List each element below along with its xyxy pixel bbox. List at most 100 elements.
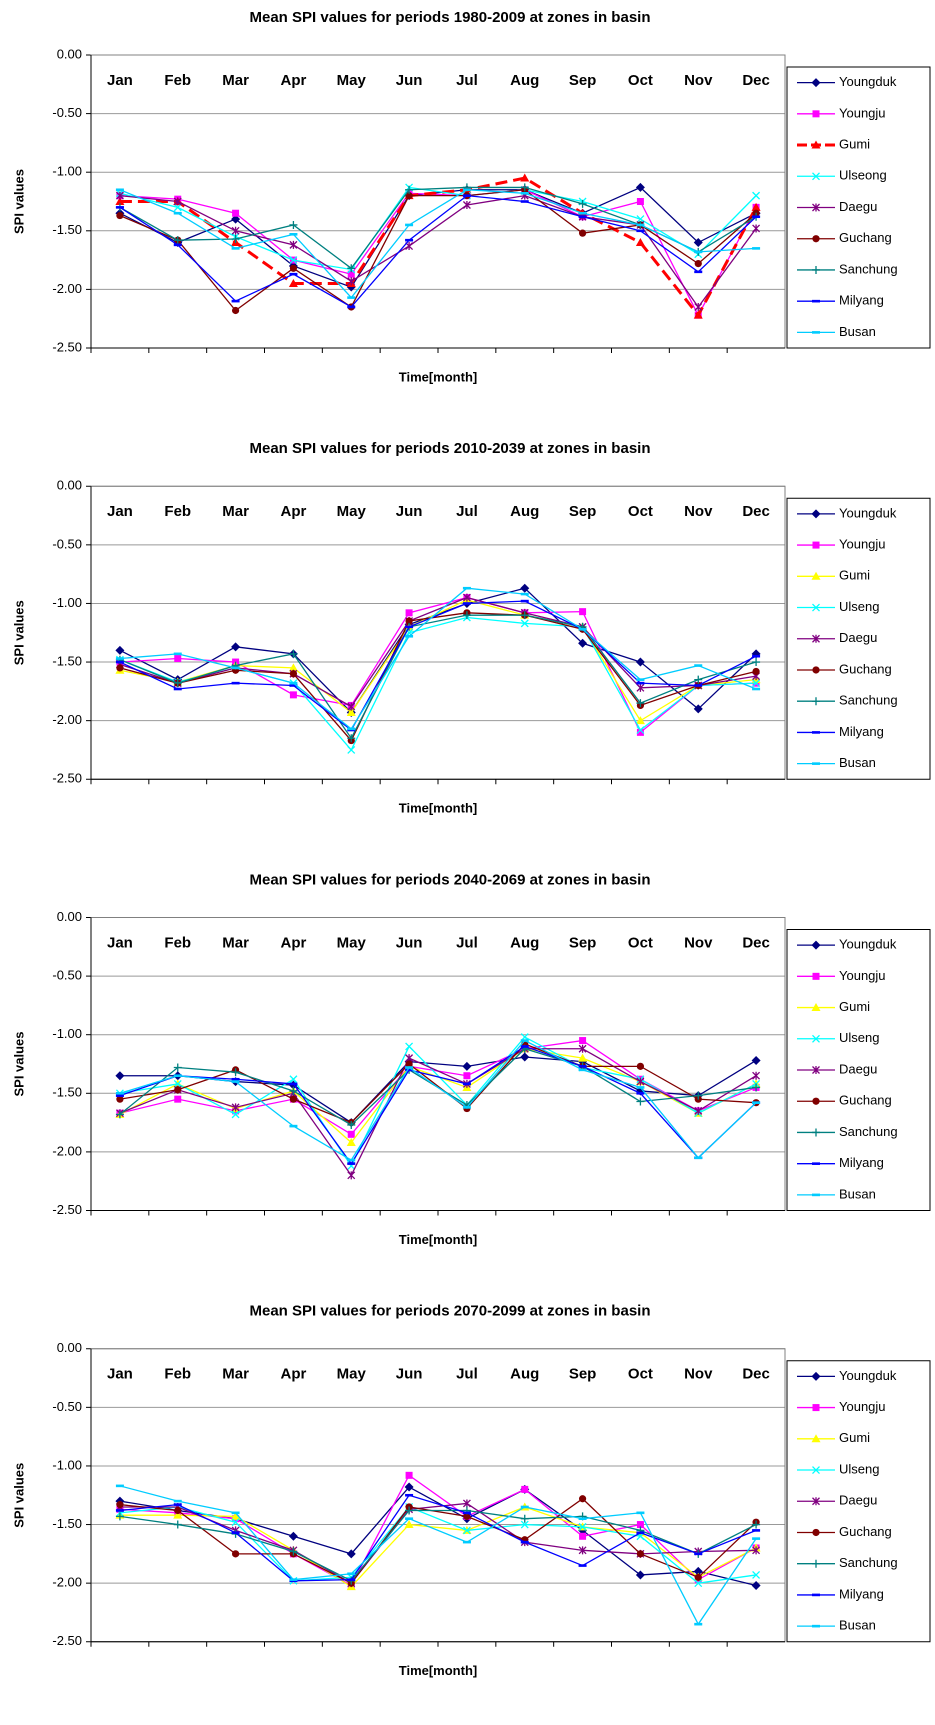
marker (694, 1579, 703, 1588)
marker (812, 666, 820, 674)
legend-label: Gumi (839, 999, 870, 1014)
marker (289, 1124, 298, 1128)
marker (578, 1546, 587, 1555)
marker (752, 1071, 761, 1080)
marker (694, 675, 703, 684)
series-line (119, 194, 757, 308)
y-axis-label: SPI values (11, 600, 26, 665)
y-tick-label: -1.50 (52, 653, 82, 668)
x-tick-label: Nov (684, 934, 713, 951)
marker (347, 734, 356, 743)
marker (346, 707, 356, 716)
legend-label: Busan (839, 324, 876, 339)
marker (520, 1520, 529, 1529)
y-tick-label: -0.50 (52, 536, 82, 551)
y-tick-label: -1.00 (52, 164, 82, 179)
x-tick-label: May (337, 934, 367, 951)
marker (405, 1066, 414, 1069)
marker (520, 183, 529, 192)
marker (636, 229, 645, 233)
marker (405, 617, 413, 625)
legend-label: Guchang (839, 230, 892, 245)
y-tick-label: 0.00 (57, 46, 82, 61)
y-tick-label: -2.50 (52, 771, 82, 786)
y-tick-label: -1.00 (52, 1026, 82, 1041)
marker (752, 658, 761, 667)
marker (812, 1497, 820, 1506)
series-line (119, 1036, 757, 1168)
legend-label: Youngju (839, 105, 886, 120)
marker (752, 654, 761, 658)
marker (812, 172, 820, 181)
marker (289, 684, 298, 687)
x-tick-label: Nov (684, 503, 713, 520)
marker (115, 1509, 124, 1512)
marker (347, 1130, 355, 1138)
marker (347, 1578, 356, 1581)
marker (289, 670, 298, 678)
marker (635, 657, 645, 667)
x-tick-label: Mar (222, 503, 249, 520)
x-axis-label: Time[month] (399, 1232, 477, 1247)
marker (231, 1080, 240, 1083)
marker (173, 652, 182, 656)
marker (405, 1471, 413, 1479)
marker (405, 609, 413, 617)
marker (405, 223, 414, 227)
marker (520, 1039, 529, 1042)
marker (173, 1079, 182, 1088)
marker (694, 270, 703, 274)
plot-frame (90, 54, 786, 349)
legend-label: Daegu (839, 630, 877, 645)
marker (289, 272, 298, 276)
marker (289, 220, 298, 229)
series-line (119, 1048, 757, 1177)
marker (231, 666, 240, 670)
x-axis-label: Time[month] (399, 801, 477, 816)
marker (347, 277, 356, 286)
marker (115, 1092, 124, 1095)
x-tick-label: Oct (628, 1366, 653, 1383)
marker (636, 1511, 645, 1515)
series-line (119, 1039, 757, 1161)
marker (520, 200, 529, 203)
series-line (119, 1486, 757, 1587)
marker (173, 679, 182, 688)
marker (578, 1065, 587, 1068)
marker (115, 1094, 124, 1097)
marker (752, 1546, 761, 1555)
marker (636, 1097, 645, 1106)
marker (347, 305, 356, 309)
series-line (119, 1509, 757, 1582)
series-line (119, 189, 757, 312)
marker (231, 299, 240, 303)
marker (347, 264, 356, 273)
marker (578, 215, 587, 219)
marker (405, 1506, 414, 1515)
marker (636, 726, 645, 734)
series-line (119, 176, 758, 318)
marker (812, 1593, 820, 1597)
marker (812, 1528, 820, 1537)
legend-label: Ulseong (839, 168, 887, 183)
x-tick-label: Sep (569, 72, 597, 89)
series-line (119, 1485, 757, 1626)
marker (347, 1158, 356, 1162)
marker (405, 185, 414, 194)
series-line (119, 1502, 757, 1584)
marker (636, 678, 645, 681)
marker (578, 1564, 587, 1567)
marker (520, 1045, 529, 1048)
legend-label: Youngduk (839, 937, 897, 952)
marker (636, 1086, 645, 1089)
marker (405, 1493, 414, 1497)
marker (116, 1501, 124, 1509)
marker (752, 1083, 761, 1092)
marker (173, 1063, 182, 1072)
marker (115, 188, 124, 192)
x-tick-label: Dec (742, 503, 770, 520)
x-tick-label: Jan (107, 503, 133, 520)
marker (811, 509, 821, 519)
marker (115, 660, 124, 664)
x-tick-label: Sep (569, 503, 597, 520)
